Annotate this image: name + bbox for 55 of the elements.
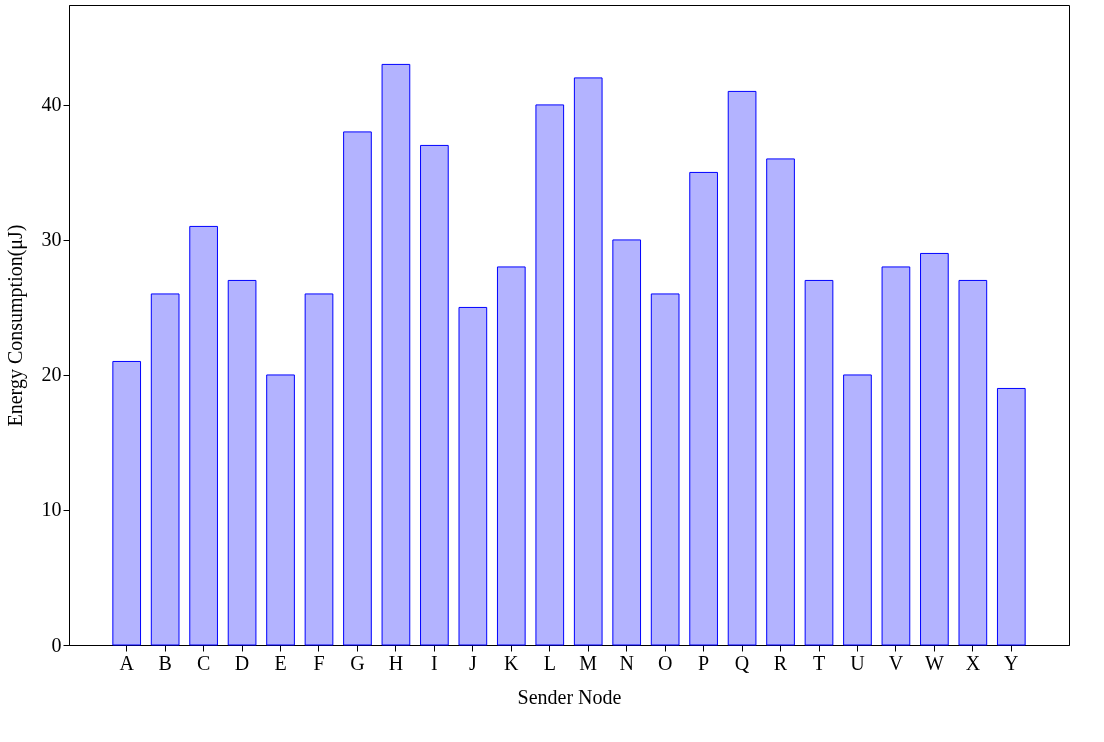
y-tick-label: 0 [51, 633, 62, 656]
bar [150, 293, 180, 646]
y-tick-label: 40 [41, 93, 62, 116]
x-tick-label: F [313, 651, 325, 674]
bar [573, 77, 603, 646]
bar [227, 279, 257, 646]
x-tick-label: B [158, 651, 172, 674]
x-axis-title: Sender Node [517, 685, 622, 708]
x-tick-label: O [657, 651, 673, 674]
bar [266, 374, 295, 646]
bar [766, 158, 795, 646]
x-tick-label: E [274, 651, 287, 674]
bar [535, 104, 565, 646]
bar [496, 266, 526, 646]
bar [343, 131, 372, 646]
x-tick-label: D [234, 651, 250, 674]
x-tick-label: T [812, 651, 826, 674]
y-tick-label: 20 [41, 363, 62, 386]
bar [420, 144, 449, 646]
x-tick-label: L [543, 651, 556, 674]
bar [958, 279, 988, 646]
x-tick-label: I [431, 651, 438, 674]
x-tick-label: C [196, 651, 211, 674]
x-tick-label: R [773, 651, 788, 674]
bar [727, 90, 757, 646]
bar [881, 266, 911, 646]
bar [189, 225, 218, 646]
x-tick-label: A [119, 651, 135, 674]
x-tick-label: W [924, 651, 944, 674]
bar [381, 63, 411, 646]
y-axis-title: Energy Consumption(μJ) [3, 224, 27, 427]
x-tick-label: Q [734, 651, 750, 674]
x-tick-label: P [698, 651, 710, 674]
bar [804, 279, 834, 646]
x-tick-label: Y [1004, 651, 1019, 674]
x-tick-label: J [468, 651, 477, 674]
y-tick-label: 10 [41, 498, 62, 521]
bar [458, 306, 488, 646]
y-tick-label: 30 [41, 228, 62, 251]
x-tick-label: K [504, 651, 520, 674]
bar [650, 293, 680, 646]
x-tick-label: H [388, 651, 404, 674]
x-tick-label: G [350, 651, 365, 674]
bar [996, 387, 1026, 646]
bar [112, 360, 142, 646]
bar [843, 374, 872, 646]
x-tick-label: U [850, 651, 866, 674]
bar [612, 239, 642, 646]
bar [920, 252, 949, 646]
bar [689, 171, 718, 646]
x-tick-label: N [619, 651, 634, 674]
x-tick-label: V [888, 651, 904, 674]
x-tick-label: X [965, 651, 981, 674]
x-tick-label: M [579, 651, 598, 674]
bar [304, 293, 334, 646]
